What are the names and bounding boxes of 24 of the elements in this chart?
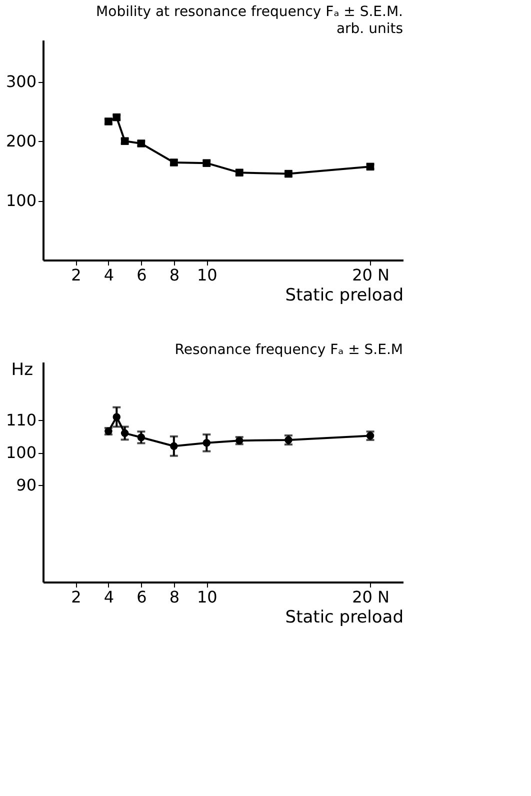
x-tick-label: 2 — [71, 588, 82, 606]
x-tick-label: 4 — [104, 588, 114, 606]
y-axis-title: Hz — [11, 360, 34, 380]
chart-title: Resonance frequency Fₐ ± S.E.M — [174, 342, 403, 358]
y-tick-label: 90 — [16, 475, 36, 494]
x-tick-label: 20 N — [352, 588, 390, 606]
x-tick-label: 8 — [169, 588, 180, 606]
x-tick-label: 20 N — [352, 266, 390, 284]
y-tick-label: 200 — [6, 132, 36, 151]
chart-title: Mobility at resonance frequency Fₐ ± S.E.M. — [96, 4, 403, 20]
y-tick-label: 100 — [6, 191, 36, 210]
x-tick-label: 2 — [71, 266, 82, 284]
y-tick-label: 300 — [6, 72, 36, 92]
x-tick-label: 6 — [136, 588, 147, 606]
x-tick-label: 8 — [169, 266, 180, 284]
chart-subtitle: arb. units — [336, 21, 403, 37]
x-axis-title: Static preload — [285, 608, 404, 628]
y-tick-label: 110 — [6, 410, 36, 430]
x-tick-label: 6 — [136, 266, 147, 284]
x-tick-label: 4 — [104, 266, 114, 284]
x-tick-label: 10 — [196, 588, 218, 606]
x-axis-title: Static preload — [285, 286, 404, 306]
y-tick-label: 100 — [6, 443, 36, 462]
x-tick-label: 10 — [196, 266, 218, 284]
